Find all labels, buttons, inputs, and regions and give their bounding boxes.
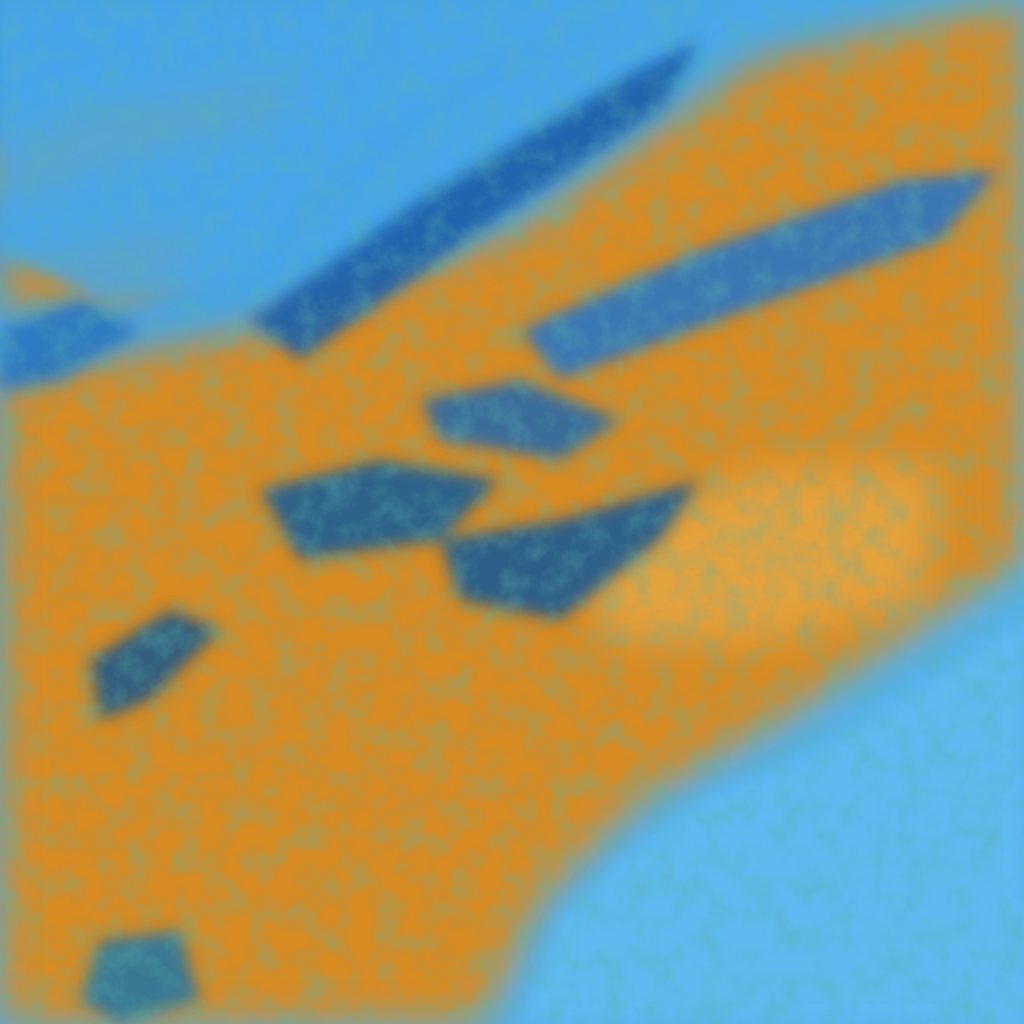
satellite-cloud-image (0, 0, 1024, 1024)
cloud-texture-overlay (0, 0, 1024, 1024)
